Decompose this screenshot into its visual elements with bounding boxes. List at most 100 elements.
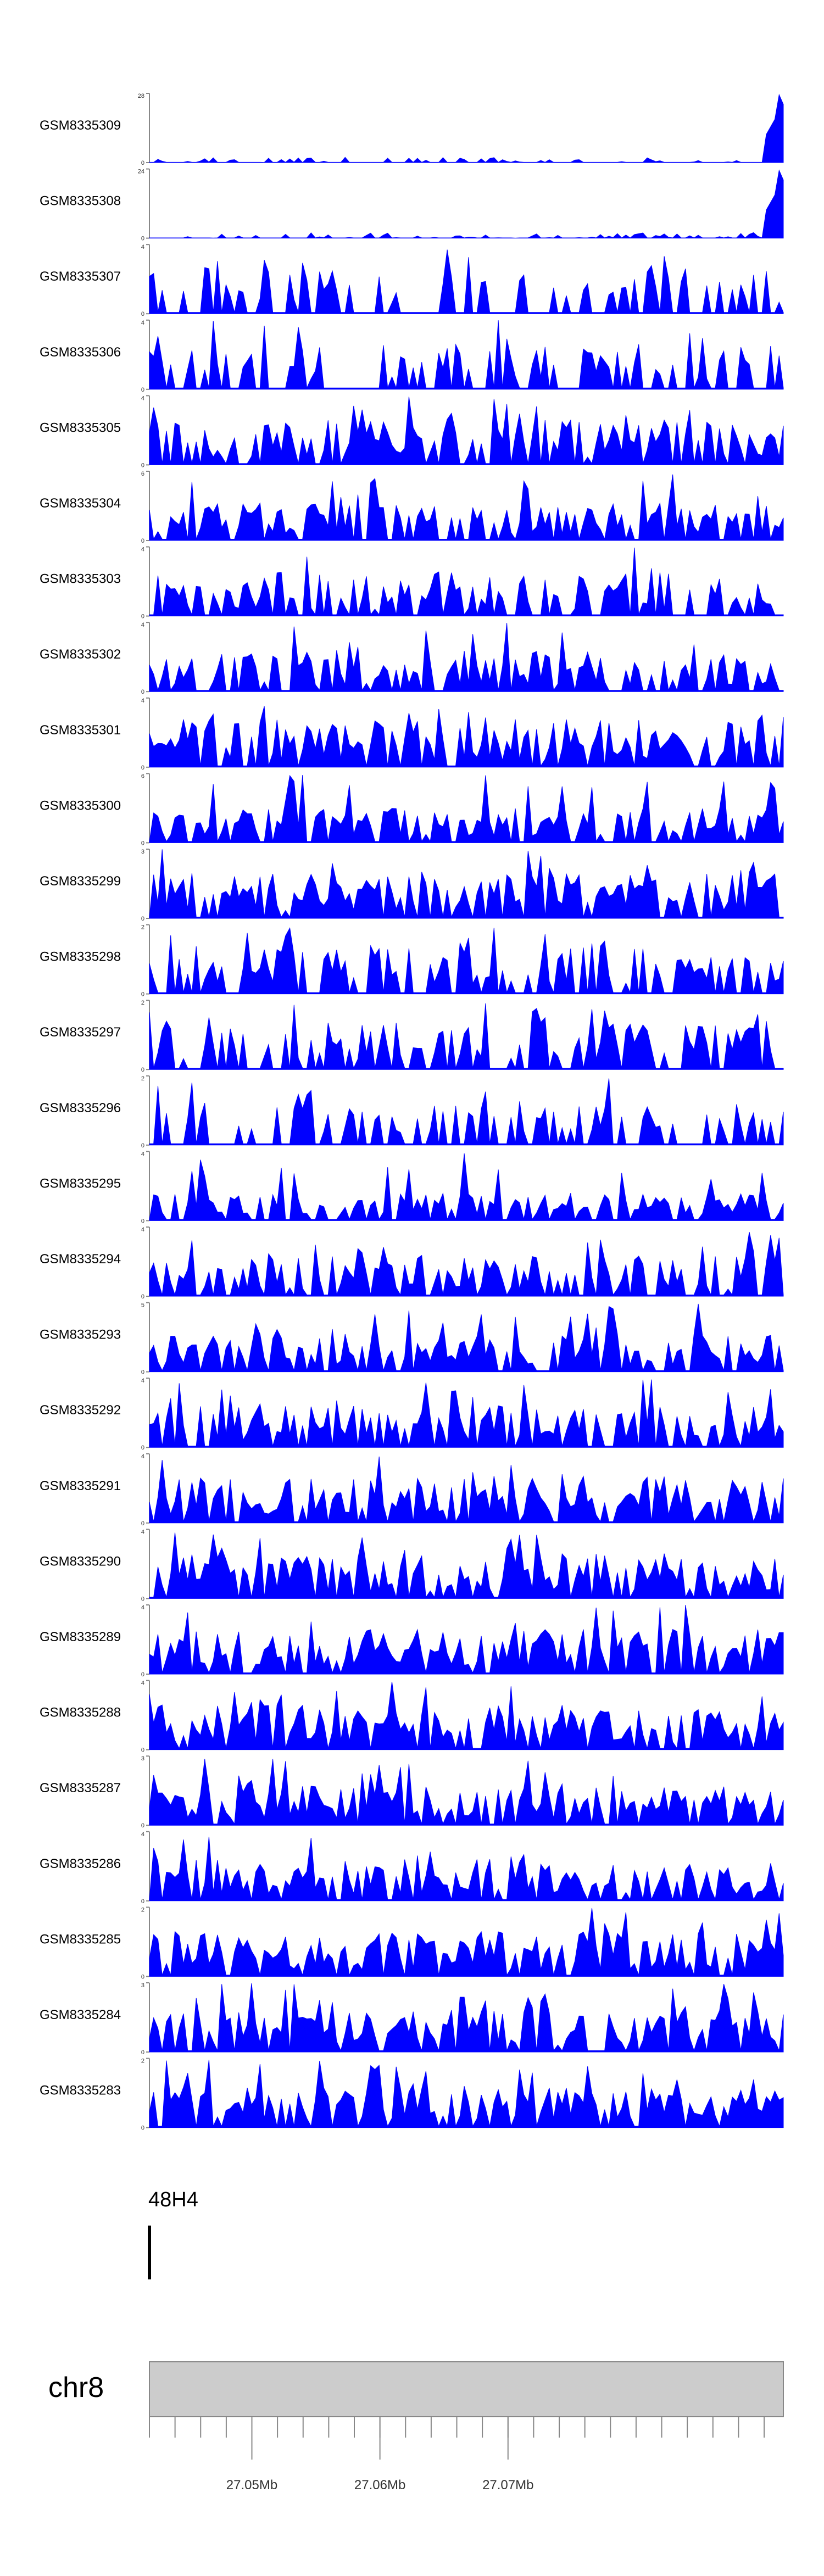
track-label: GSM8335306 (40, 345, 121, 360)
coverage-area (149, 1456, 784, 1524)
y-tick-label-max: 4 (141, 1680, 144, 1687)
y-tick-label-zero: 0 (141, 1898, 144, 1905)
coverage-area (149, 706, 784, 768)
y-tick-label-max: 4 (141, 1604, 144, 1611)
y-tick-label-max: 6 (141, 773, 144, 779)
coverage-area (149, 93, 784, 163)
track-label: GSM8335286 (40, 1856, 121, 1871)
y-tick-label-max: 3 (141, 849, 144, 855)
track-GSM8335301: GSM8335301 4 0 (40, 697, 784, 771)
track-GSM8335299: GSM8335299 3 0 (40, 849, 784, 922)
feature-track: 48H4 (148, 2188, 198, 2279)
track-GSM8335286: GSM8335286 4 0 (40, 1831, 784, 1905)
y-tick-label-zero: 0 (141, 311, 144, 317)
coverage-area (149, 1231, 784, 1297)
y-tick-label-zero: 0 (141, 1747, 144, 1754)
track-GSM8335287: GSM8335287 3 0 (40, 1755, 784, 1829)
y-tick-label-max: 4 (141, 698, 144, 704)
y-tick-label-max: 3 (141, 1982, 144, 1989)
track-label: GSM8335303 (40, 572, 121, 587)
y-tick-label-zero: 0 (141, 1218, 144, 1224)
track-GSM8335309: GSM8335309 28 0 (40, 93, 784, 166)
y-tick-label-zero: 0 (141, 1973, 144, 1980)
coverage-area (149, 474, 784, 541)
track-label: GSM8335290 (40, 1554, 121, 1569)
genome-axis: 27.05Mb 27.06Mb 27.07Mb (149, 2416, 783, 2493)
coverage-area (149, 397, 784, 465)
y-tick-label-zero: 0 (141, 689, 144, 695)
track-label: GSM8335292 (40, 1403, 121, 1418)
coverage-area (149, 1379, 784, 1448)
y-tick-label-max: 2 (141, 924, 144, 931)
track-label: GSM8335285 (40, 1932, 121, 1947)
track-label: GSM8335299 (40, 874, 121, 889)
track-GSM8335288: GSM8335288 4 0 (40, 1680, 784, 1754)
y-tick-label-max: 5 (141, 1302, 144, 1309)
axis-tick-label: 27.06Mb (354, 2478, 405, 2493)
track-GSM8335291: GSM8335291 4 0 (40, 1453, 784, 1527)
track-GSM8335307: GSM8335307 4 0 (40, 244, 784, 317)
y-tick-label-zero: 0 (141, 462, 144, 469)
y-tick-label-max: 4 (141, 1378, 144, 1384)
y-tick-label-max: 4 (141, 1453, 144, 1460)
track-GSM8335300: GSM8335300 6 0 (40, 773, 784, 846)
track-GSM8335284: GSM8335284 3 0 (40, 1982, 784, 2056)
track-GSM8335290: GSM8335290 4 0 (40, 1529, 784, 1602)
y-tick-label-zero: 0 (141, 2049, 144, 2056)
coverage-area (149, 774, 784, 843)
y-tick-label-zero: 0 (141, 1822, 144, 1829)
y-tick-label-max: 4 (141, 622, 144, 628)
y-tick-label-max: 24 (138, 169, 144, 175)
track-label: GSM8335294 (40, 1252, 121, 1267)
axis-ticks: 27.05Mb 27.06Mb 27.07Mb (149, 2417, 765, 2493)
y-tick-label-zero: 0 (141, 538, 144, 544)
y-tick-label-max: 4 (141, 1151, 144, 1157)
coverage-area (149, 849, 784, 919)
y-tick-label-zero: 0 (141, 614, 144, 620)
coverage-area (149, 1759, 784, 1826)
track-label: GSM8335302 (40, 647, 121, 662)
track-GSM8335303: GSM8335303 4 0 (40, 546, 784, 620)
track-GSM8335289: GSM8335289 4 0 (40, 1604, 784, 1678)
track-label: GSM8335298 (40, 950, 121, 964)
y-tick-label-zero: 0 (141, 1067, 144, 1073)
track-label: GSM8335289 (40, 1630, 121, 1644)
coverage-area (149, 2060, 784, 2128)
track-label: GSM8335304 (40, 496, 121, 511)
y-tick-label-zero: 0 (141, 236, 144, 242)
coverage-area (149, 249, 784, 314)
track-GSM8335304: GSM8335304 6 0 (40, 471, 784, 544)
track-GSM8335283: GSM8335283 2 0 (40, 2058, 784, 2132)
track-label: GSM8335283 (40, 2083, 121, 2098)
y-tick-label-max: 3 (141, 1755, 144, 1762)
coverage-area (149, 1303, 784, 1373)
y-tick-label-zero: 0 (141, 1369, 144, 1376)
y-tick-label-zero: 0 (141, 2125, 144, 2132)
y-tick-label-zero: 0 (141, 840, 144, 846)
track-label: GSM8335297 (40, 1025, 121, 1040)
track-label: GSM8335293 (40, 1328, 121, 1342)
y-tick-label-max: 4 (141, 547, 144, 553)
track-GSM8335285: GSM8335285 2 0 (40, 1906, 784, 1980)
track-label: GSM8335301 (40, 723, 121, 738)
coverage-area (149, 320, 784, 390)
coverage-area (149, 1908, 784, 1977)
track-label: GSM8335284 (40, 2008, 121, 2022)
y-tick-label-zero: 0 (141, 1671, 144, 1678)
track-label: GSM8335287 (40, 1781, 121, 1796)
track-label: GSM8335295 (40, 1176, 121, 1191)
track-GSM8335305: GSM8335305 4 0 (40, 395, 784, 469)
y-tick-label-max: 4 (141, 1226, 144, 1233)
coverage-area (149, 1681, 784, 1750)
track-label: GSM8335296 (40, 1101, 121, 1116)
coverage-area (149, 1605, 784, 1675)
coverage-area (149, 169, 784, 239)
track-GSM8335308: GSM8335308 24 0 (40, 168, 784, 242)
y-tick-label-zero: 0 (141, 387, 144, 393)
y-tick-label-zero: 0 (141, 1142, 144, 1149)
y-tick-label-zero: 0 (141, 1293, 144, 1300)
y-tick-label-max: 4 (141, 395, 144, 402)
y-tick-label-zero: 0 (141, 991, 144, 998)
y-tick-label-max: 28 (138, 93, 144, 99)
coverage-area (149, 1153, 784, 1221)
